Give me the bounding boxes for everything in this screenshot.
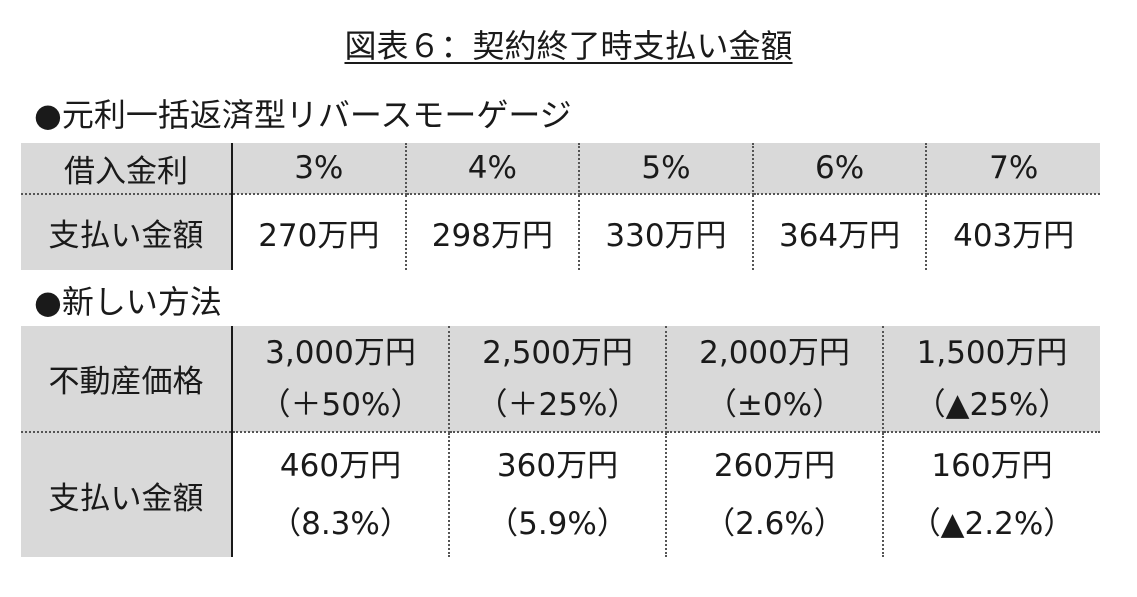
row-header-interest-rate: 借入金利 <box>21 143 233 195</box>
table-row-payment: 支払い金額 270万円 298万円 330万円 364万円 403万円 <box>21 194 1100 270</box>
payment-cell: 270万円 <box>232 194 407 270</box>
price-change: （＋50%） <box>259 386 422 423</box>
row-header-payment: 支払い金額 <box>21 194 233 270</box>
payment-rate: （▲2.2%） <box>909 506 1075 542</box>
payment-rate: （2.6%） <box>704 506 845 542</box>
payment-amount: 260万円 <box>713 448 836 484</box>
rate-cell: 3% <box>232 143 407 195</box>
price-change: （▲25%） <box>914 386 1070 423</box>
price-amount: 3,000万円 <box>265 334 416 371</box>
rate-cell: 6% <box>752 143 928 195</box>
rate-cell: 5% <box>579 143 754 195</box>
reverse-mortgage-table: 借入金利 3% 4% 5% 6% 7% 支払い金額 270万円 298万円 33… <box>21 143 1100 270</box>
payment-cell: 403万円 <box>953 218 1075 254</box>
figure-title-text: 図表６：契約終了時支払い金額 <box>344 27 793 65</box>
table-row-property-price: 不動産価格 3,000万円 （＋50%） 2,500万円 （＋25%） 2,00… <box>21 326 1100 433</box>
rate-cell: 7% <box>926 143 1100 195</box>
price-change: （±0%） <box>705 386 844 423</box>
payment-amount: 360万円 <box>496 448 619 484</box>
payment-cell: 330万円 <box>579 194 754 270</box>
row-header-payment: 支払い金額 <box>21 432 233 557</box>
price-amount: 1,500万円 <box>916 334 1068 371</box>
payment-rate: （8.3%） <box>270 506 411 542</box>
table-row-payment: 支払い金額 460万円 （8.3%） 360万円 （5.9%） 260万円 （2… <box>21 432 1100 557</box>
rate-cell: 4% <box>405 143 581 195</box>
table-row-interest-rate: 借入金利 3% 4% 5% 6% 7% <box>21 143 1100 195</box>
payment-cell: 460万円 （8.3%） <box>232 432 450 557</box>
price-amount: 2,500万円 <box>482 334 633 371</box>
payment-cell: 360万円 （5.9%） <box>449 432 667 557</box>
price-cell: 2,500万円 （＋25%） <box>449 326 667 433</box>
price-cell: 3,000万円 （＋50%） <box>232 326 450 433</box>
price-change: （＋25%） <box>476 386 639 423</box>
price-cell: 1,500万円 （▲25%） <box>883 326 1100 433</box>
section-heading-reverse-mortgage: ●元利一括返済型リバースモーゲージ <box>34 96 572 134</box>
payment-cell: 260万円 （2.6%） <box>666 432 884 557</box>
price-cell: 2,000万円 （±0%） <box>666 326 884 433</box>
row-header-property-price: 不動産価格 <box>21 326 233 433</box>
payment-cell: 298万円 <box>405 194 581 270</box>
payment-amount: 460万円 <box>279 448 402 484</box>
payment-amount: 160万円 <box>931 448 1053 484</box>
figure-title: 図表６：契約終了時支払い金額 <box>0 26 1137 66</box>
new-method-table: 不動産価格 3,000万円 （＋50%） 2,500万円 （＋25%） 2,00… <box>21 326 1100 557</box>
payment-cell: 160万円 （▲2.2%） <box>883 432 1100 557</box>
payment-cell: 364万円 <box>752 194 928 270</box>
payment-rate: （5.9%） <box>487 506 628 542</box>
price-amount: 2,000万円 <box>699 334 850 371</box>
section-heading-new-method: ●新しい方法 <box>34 283 222 321</box>
